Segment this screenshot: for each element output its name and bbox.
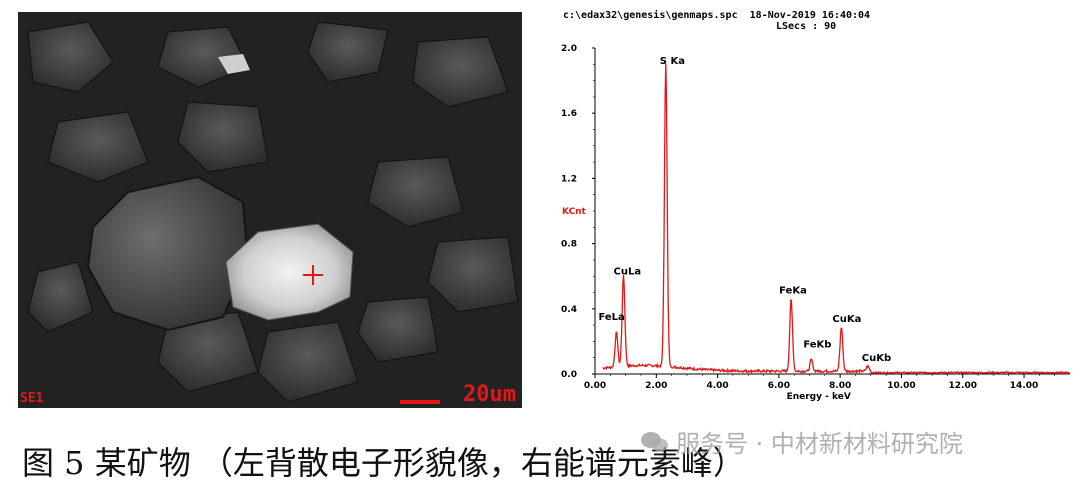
crosshair-marker	[303, 265, 323, 285]
peak-label: FeKa	[779, 285, 807, 296]
x-axis-label: Energy - keV	[787, 392, 851, 402]
peak-label: CuLa	[614, 267, 642, 278]
y-tick-label: 2.0	[561, 44, 577, 54]
y-axis-label: KCnt	[562, 207, 587, 217]
peak-label: S Ka	[660, 56, 685, 67]
peak-label: FeKb	[803, 340, 831, 351]
x-tick-label: 0.00	[584, 381, 606, 391]
x-tick-label: 6.00	[768, 381, 790, 391]
spectrum-line	[602, 63, 1070, 375]
sem-image-panel: SE1 20um	[18, 12, 522, 408]
bright-fleck	[218, 54, 250, 74]
header-line-2: LSecs : 90	[776, 21, 837, 32]
bright-particle	[225, 223, 354, 321]
spectrum-chart: 0.0 0.4 0.8 1.2 1.6 2.0 0.00 2.00 4.00 6.00 8.00 10…	[561, 44, 1070, 402]
watermark-text: 服务号 · 中材新材料研究院	[676, 430, 963, 458]
x-tick-label: 12.00	[949, 381, 977, 391]
y-tick-label: 1.2	[561, 174, 577, 184]
x-tick-label: 2.00	[645, 381, 667, 391]
wechat-icon	[641, 431, 668, 451]
peak-label: CuKa	[832, 314, 861, 325]
eds-spectrum-panel: c:\edax32\genesis\genmaps.spc 18-Nov-201…	[548, 0, 1080, 420]
x-tick-label: 4.00	[706, 381, 728, 391]
y-tick-label: 0.4	[561, 305, 577, 315]
scale-label: 20um	[463, 382, 516, 407]
y-tick-label: 0.0	[561, 370, 577, 380]
y-tick-label: 0.8	[561, 240, 577, 250]
header-line-1: c:\edax32\genesis\genmaps.spc 18-Nov-201…	[563, 10, 871, 21]
spectrum-header: c:\edax32\genesis\genmaps.spc 18-Nov-201…	[563, 10, 870, 32]
x-tick-label: 8.00	[829, 381, 851, 391]
watermark: 服务号 · 中材新材料研究院	[640, 424, 963, 459]
figure-caption: 图 5 某矿物 （左背散电子形貌像，右能谱元素峰）	[22, 444, 745, 482]
x-tick-label: 14.00	[1010, 381, 1038, 391]
sem-image	[18, 12, 522, 408]
scale-bar	[400, 400, 440, 404]
detector-label: SE1	[20, 391, 44, 406]
x-tick-label: 10.00	[887, 381, 915, 391]
y-tick-label: 1.6	[561, 109, 577, 119]
peak-label: FeLa	[598, 312, 624, 323]
peak-label: CuKb	[862, 353, 891, 364]
